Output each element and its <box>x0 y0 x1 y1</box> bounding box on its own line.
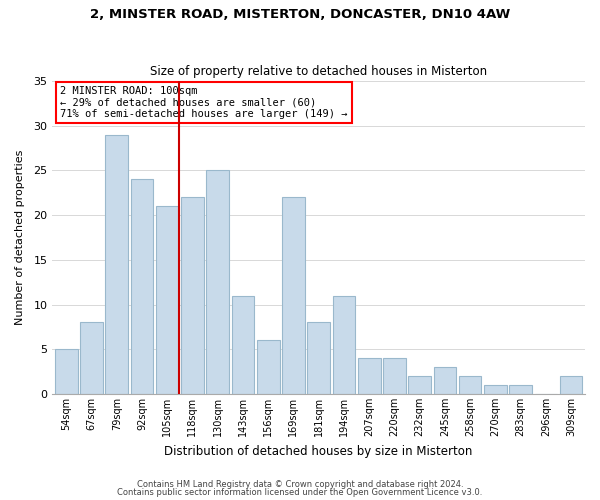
Bar <box>332 296 355 394</box>
Bar <box>560 376 583 394</box>
Bar <box>282 198 305 394</box>
Text: Contains public sector information licensed under the Open Government Licence v3: Contains public sector information licen… <box>118 488 482 497</box>
Y-axis label: Number of detached properties: Number of detached properties <box>15 150 25 325</box>
Bar <box>131 180 154 394</box>
Bar <box>459 376 481 394</box>
Bar <box>206 170 229 394</box>
Bar <box>509 385 532 394</box>
Bar <box>55 350 77 394</box>
Bar <box>106 134 128 394</box>
Title: Size of property relative to detached houses in Misterton: Size of property relative to detached ho… <box>150 66 487 78</box>
Bar <box>156 206 179 394</box>
Bar <box>383 358 406 394</box>
Bar <box>181 198 204 394</box>
Bar <box>484 385 507 394</box>
Bar <box>434 367 456 394</box>
Bar <box>80 322 103 394</box>
Text: 2, MINSTER ROAD, MISTERTON, DONCASTER, DN10 4AW: 2, MINSTER ROAD, MISTERTON, DONCASTER, D… <box>90 8 510 20</box>
X-axis label: Distribution of detached houses by size in Misterton: Distribution of detached houses by size … <box>164 444 473 458</box>
Bar <box>307 322 330 394</box>
Bar <box>358 358 380 394</box>
Text: Contains HM Land Registry data © Crown copyright and database right 2024.: Contains HM Land Registry data © Crown c… <box>137 480 463 489</box>
Text: 2 MINSTER ROAD: 100sqm
← 29% of detached houses are smaller (60)
71% of semi-det: 2 MINSTER ROAD: 100sqm ← 29% of detached… <box>61 86 348 119</box>
Bar <box>257 340 280 394</box>
Bar <box>232 296 254 394</box>
Bar <box>408 376 431 394</box>
